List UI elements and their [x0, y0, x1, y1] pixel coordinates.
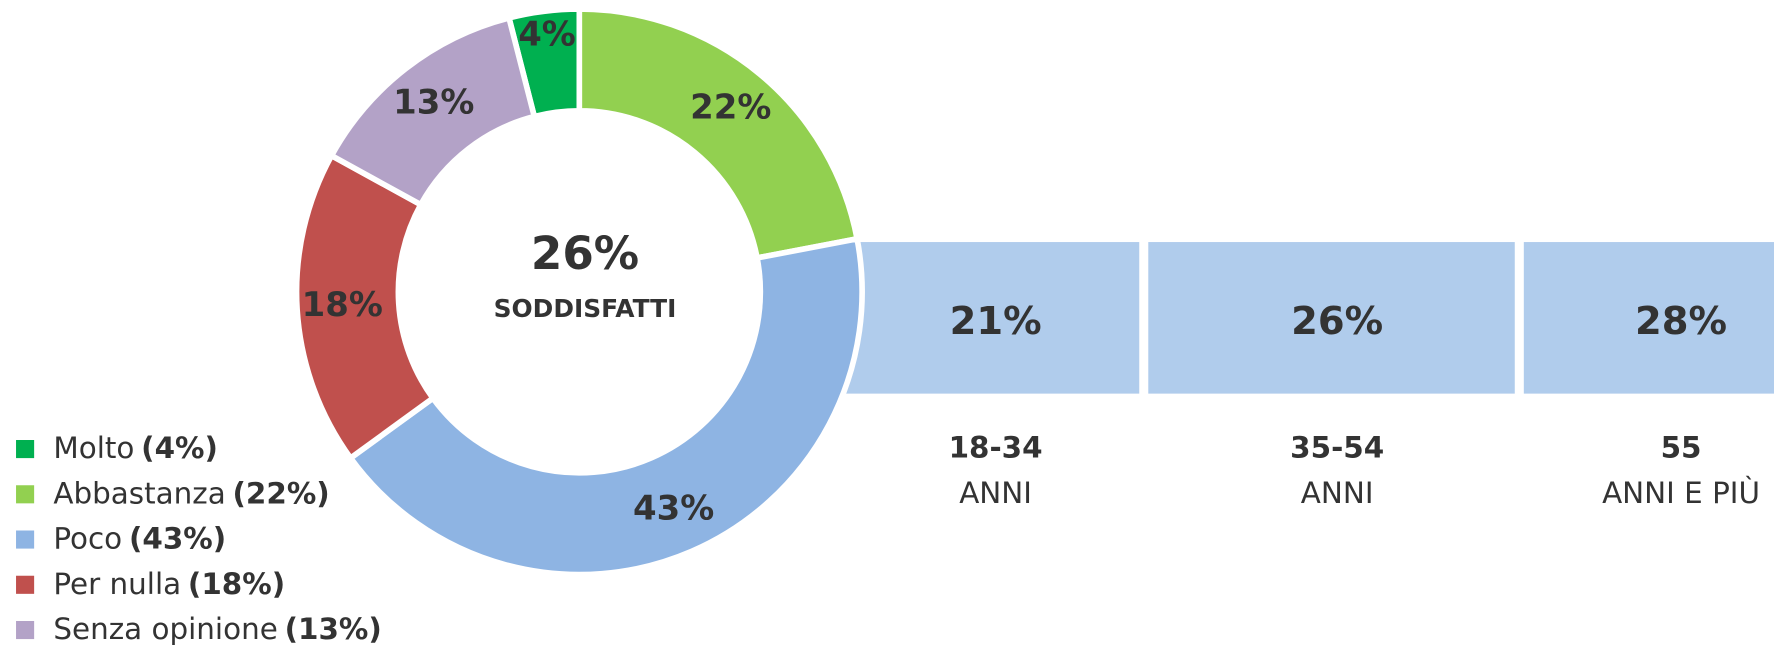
legend-swatch	[16, 620, 35, 640]
legend-value: (13%)	[285, 612, 382, 646]
age-label: 35-54	[1290, 431, 1384, 465]
legend-value: (18%)	[188, 566, 285, 600]
legend-name: Molto	[53, 431, 134, 465]
age-value: 26%	[1291, 299, 1383, 344]
legend-swatch	[16, 530, 35, 549]
slice-label: 43%	[633, 489, 714, 528]
age-sublabel: ANNI E PIÙ	[1602, 474, 1760, 510]
legend-swatch	[16, 485, 35, 504]
slice-label: 18%	[302, 286, 383, 325]
slice-label: 22%	[690, 88, 771, 127]
age-label: 18-34	[949, 431, 1043, 465]
age-label: 55	[1661, 431, 1702, 465]
age-box	[823, 242, 1140, 394]
legend-swatch	[16, 440, 35, 459]
legend-value: (4%)	[141, 431, 218, 465]
donut-slice	[576, 6, 861, 262]
legend-name: Senza opinione	[53, 612, 277, 646]
slice-label: 4%	[518, 15, 576, 54]
donut-slice	[346, 235, 865, 578]
legend-name: Per nulla	[53, 566, 181, 600]
center-value: 26%	[531, 227, 639, 280]
age-box	[1148, 242, 1515, 394]
donut-slice	[327, 14, 538, 209]
slice-label: 13%	[393, 84, 474, 123]
legend-swatch	[16, 575, 35, 594]
age-sublabel: ANNI	[1301, 476, 1374, 510]
legend-label: Molto (4%)	[53, 431, 218, 465]
legend-label: Poco (43%)	[53, 521, 226, 555]
legend-value: (43%)	[129, 521, 226, 555]
legend-name: Poco	[53, 521, 122, 555]
legend-name: Abbastanza	[53, 476, 225, 510]
age-sublabel: ANNI	[959, 476, 1032, 510]
age-value: 21%	[950, 299, 1042, 344]
center-label: SODDISFATTI	[494, 294, 677, 323]
legend-label: Abbastanza (22%)	[53, 476, 329, 510]
age-value: 28%	[1635, 299, 1727, 344]
legend-value: (22%)	[232, 476, 329, 510]
legend-label: Senza opinione (13%)	[53, 612, 381, 646]
age-box	[1523, 242, 1774, 394]
legend-label: Per nulla (18%)	[53, 566, 285, 600]
